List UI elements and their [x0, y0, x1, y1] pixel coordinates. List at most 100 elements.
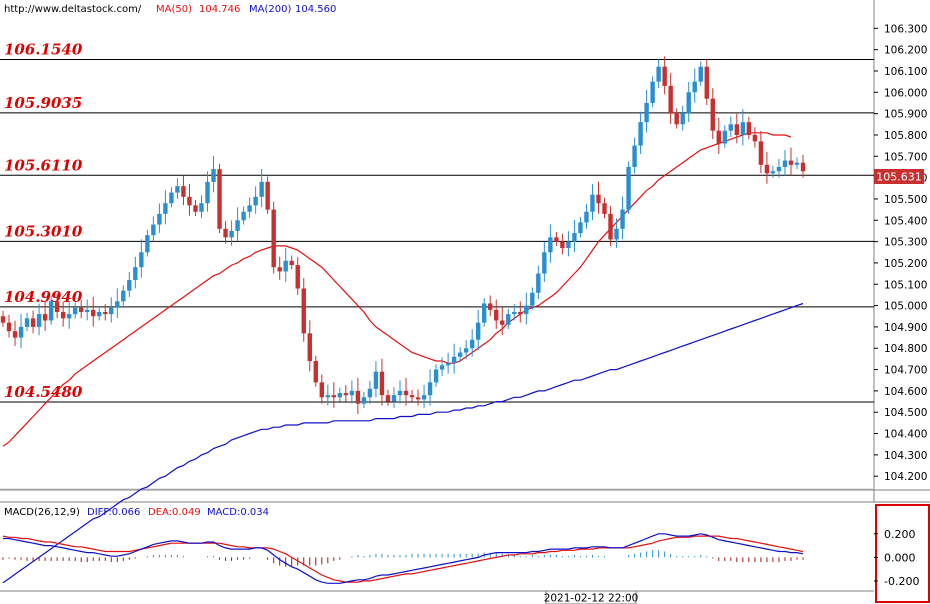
candle-bullish: [457, 352, 463, 357]
ma200-line: [2, 302, 804, 584]
macd-tick-label: -0.200: [884, 575, 919, 588]
candle-bullish: [283, 260, 288, 272]
candle-bullish: [247, 205, 252, 212]
candle-bearish: [30, 318, 36, 327]
candle-bullish: [782, 160, 788, 167]
candle-bullish: [325, 395, 331, 398]
candle-bullish: [433, 369, 439, 383]
candle-bullish: [72, 307, 78, 315]
moving-average-lines: [2, 132, 804, 584]
macd-axis-ticks: 0.200 0.000 -0.200: [874, 528, 919, 588]
candle-bullish: [548, 237, 553, 253]
price-tick-label: 105.000: [884, 301, 927, 313]
candle-bullish: [109, 307, 114, 315]
candle-bearish: [788, 160, 794, 165]
price-axis-ticks: 106.300 106.200 106.100 106.000 105.900 105.8…: [874, 23, 927, 483]
price-tick-label: 105.100: [884, 279, 927, 291]
ma-fast-value: 104.746: [199, 4, 240, 15]
candle-bullish: [145, 235, 150, 253]
candle-bearish: [12, 331, 18, 338]
candle-bullish: [139, 252, 144, 268]
candle-bullish: [590, 194, 595, 212]
price-tick-label: 104.700: [884, 365, 927, 377]
candle-bullish: [686, 92, 691, 114]
candle-bullish: [151, 224, 156, 236]
candle-bearish: [494, 309, 499, 321]
candle-bullish: [506, 314, 511, 325]
candle-bearish: [710, 98, 715, 131]
price-tick-label: 105.200: [884, 258, 927, 270]
macd-tick-label: 0.000: [884, 551, 916, 564]
candle-bullish: [626, 166, 631, 210]
candle-bullish: [530, 292, 535, 306]
candle-bullish: [169, 192, 174, 204]
candle-bearish: [181, 186, 186, 197]
candle-bearish: [716, 130, 721, 144]
candle-bearish: [91, 309, 96, 317]
last-price-tag: 105.631: [876, 171, 922, 184]
price-tick-label: 106.200: [884, 45, 927, 57]
level-label: 105.9035: [4, 94, 82, 112]
candle-bullish: [463, 348, 469, 353]
candle-bearish: [193, 205, 198, 212]
price-tick-label: 104.600: [884, 386, 927, 398]
candle-bullish: [692, 81, 697, 93]
candle-bullish: [48, 301, 54, 321]
candle-bullish: [133, 267, 138, 280]
macd-dea-value: DEA:0.049: [148, 507, 201, 518]
source-url: http://www.deltastock.com/: [4, 4, 142, 15]
price-tick-label: 104.800: [884, 343, 927, 355]
price-tick-label: 105.300: [884, 237, 927, 249]
time-cursor-box: [545, 590, 637, 604]
time-cursor-label: 2021-02-12 22:00: [544, 593, 639, 604]
candle-bullish: [24, 318, 30, 327]
candle-bullish: [439, 365, 445, 370]
level-label: 104.9940: [4, 288, 83, 306]
candle-bearish: [6, 322, 12, 332]
candle-bullish: [572, 233, 577, 242]
candle-bullish: [770, 171, 776, 174]
price-tick-label: 104.300: [884, 450, 927, 462]
candle-bullish: [36, 314, 42, 327]
candle-bullish: [235, 220, 240, 231]
candle-bearish: [704, 66, 709, 99]
candle-bearish: [746, 122, 752, 135]
candle-bearish: [42, 314, 48, 321]
level-label: 106.1540: [4, 40, 83, 58]
candle-bullish: [445, 363, 451, 366]
ma-fast-label: MA(50): [156, 4, 192, 15]
price-tick-label: 104.200: [884, 471, 927, 483]
candle-bullish: [361, 397, 367, 404]
candle-bullish: [614, 228, 619, 240]
diff-line: [3, 533, 804, 584]
candle-bullish: [740, 122, 746, 135]
candle-bearish: [223, 228, 228, 238]
candle-bearish: [379, 371, 385, 396]
candle-bullish: [698, 66, 703, 82]
candle-bullish: [650, 81, 655, 103]
candle-bullish: [656, 66, 661, 82]
candle-bearish: [355, 390, 361, 404]
candle-bearish: [54, 301, 60, 312]
candle-bullish: [85, 309, 90, 312]
candle-bullish: [391, 395, 397, 402]
candle-bullish: [512, 311, 517, 315]
price-tick-label: 105.800: [884, 130, 927, 142]
price-tick-label: 105.500: [884, 194, 927, 206]
candle-bullish: [578, 222, 583, 234]
price-tick-label: 105.400: [884, 215, 927, 227]
candle-bearish: [758, 141, 764, 165]
last-price-tag-bg: [874, 169, 924, 184]
level-label: 105.6110: [4, 156, 83, 174]
candle-bullish: [66, 314, 72, 319]
candle-bullish: [253, 196, 258, 206]
candle-bullish: [349, 390, 355, 396]
candle-bullish: [536, 273, 541, 293]
candle-bearish: [674, 113, 679, 125]
candle-bearish: [217, 169, 222, 229]
candle-bullish: [475, 322, 481, 340]
candle-bullish: [373, 371, 379, 389]
candle-bearish: [800, 162, 806, 172]
candle-bullish: [644, 102, 649, 123]
